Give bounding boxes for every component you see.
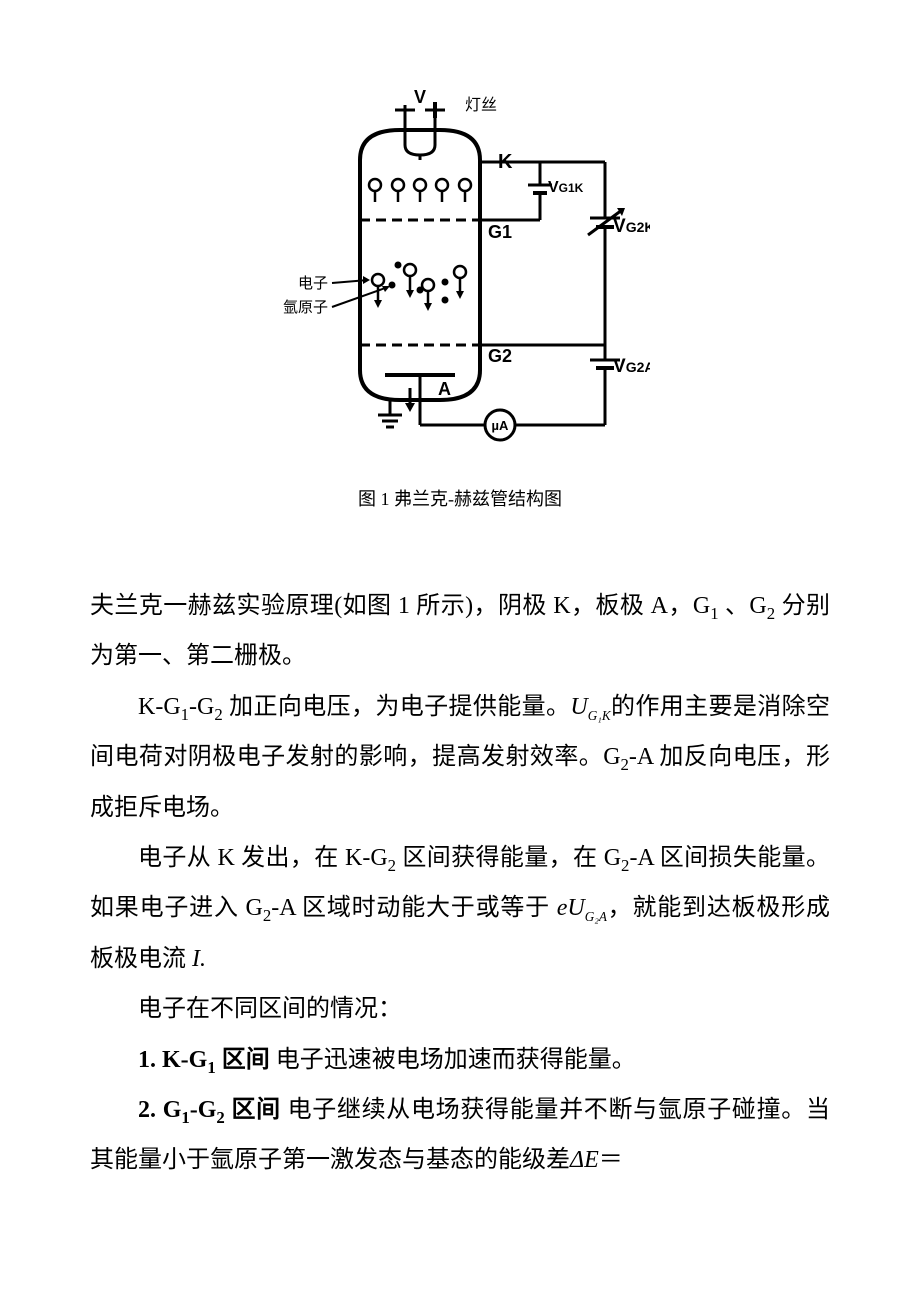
paragraph-5: 1. K-G1 区间 电子迅速被电场加速而获得能量。 — [90, 1035, 830, 1085]
delta-E: ΔE — [570, 1147, 599, 1173]
label-G2: G2 — [488, 346, 512, 366]
sub-2b: 2 — [214, 705, 222, 724]
sub-2: 2 — [767, 604, 775, 623]
sub-1: 1 — [710, 604, 718, 623]
paragraph-2: K-G1-G2 加正向电压，为电子提供能量。UG₁K的作用主要是消除空间电荷对阴… — [90, 682, 830, 833]
p3-text-f: I. — [192, 946, 206, 972]
p3-text-a: 电子从 K 发出，在 K-G — [138, 845, 388, 871]
label-V: V — [414, 90, 426, 107]
figure-caption: 图 1 弗兰克-赫兹管结构图 — [90, 485, 830, 511]
paragraph-6: 2. G1-G2 区间 电子继续从电场获得能量并不断与氩原子碰撞。当其能量小于氩… — [90, 1085, 830, 1186]
figure-container: V 灯丝 — [90, 90, 830, 511]
sub-2d: 2 — [388, 856, 396, 875]
label-VG2A: VG2A — [613, 356, 650, 377]
sub-2c: 2 — [621, 755, 629, 774]
section-2-label: 2. G1-G2 区间 — [138, 1097, 281, 1123]
body-text: 夫兰克一赫兹实验原理(如图 1 所示)，阴极 K，板极 A，G1 、G2 分别为… — [90, 581, 830, 1186]
p2-text-b: -G — [189, 694, 214, 720]
sub-1b: 1 — [181, 705, 189, 724]
formula-eUG2A: eUG₂A — [557, 895, 607, 921]
p2-text-c: 加正向电压，为电子提供能量。 — [223, 694, 571, 720]
p1-text-a: 夫兰克一赫兹实验原理(如图 1 所示)，阴极 K，板极 A，G — [90, 593, 710, 619]
label-filament: 灯丝 — [465, 96, 497, 114]
label-argon: 氩原子 — [283, 299, 328, 316]
p2-text-a: K-G — [138, 694, 181, 720]
label-G1: G1 — [488, 222, 512, 242]
circuit-diagram: V 灯丝 — [270, 90, 650, 455]
label-uA: µA — [492, 418, 509, 433]
label-VG1K: VG1K — [548, 179, 584, 196]
p1-text-b: 、G — [719, 593, 767, 619]
electrons-top — [369, 179, 471, 202]
label-electron: 电子 — [298, 275, 328, 292]
section-1-label: 1. K-G1 区间 — [138, 1047, 270, 1073]
sub-2f: 2 — [263, 906, 271, 925]
p3-text-d: -A 区域时动能大于或等于 — [271, 895, 556, 921]
label-VG2K: VG2K — [613, 216, 650, 237]
formula-UG1K: UG₁K — [570, 694, 610, 720]
paragraph-4: 电子在不同区间的情况： — [90, 984, 830, 1034]
paragraph-1: 夫兰克一赫兹实验原理(如图 1 所示)，阴极 K，板极 A，G1 、G2 分别为… — [90, 581, 830, 682]
equals: ＝ — [599, 1147, 623, 1173]
label-A: A — [438, 379, 451, 399]
paragraph-3: 电子从 K 发出，在 K-G2 区间获得能量，在 G2-A 区间损失能量。如果电… — [90, 833, 830, 984]
p5-text: 电子迅速被电场加速而获得能量。 — [270, 1047, 636, 1073]
p3-text-b: 区间获得能量，在 G — [396, 845, 621, 871]
